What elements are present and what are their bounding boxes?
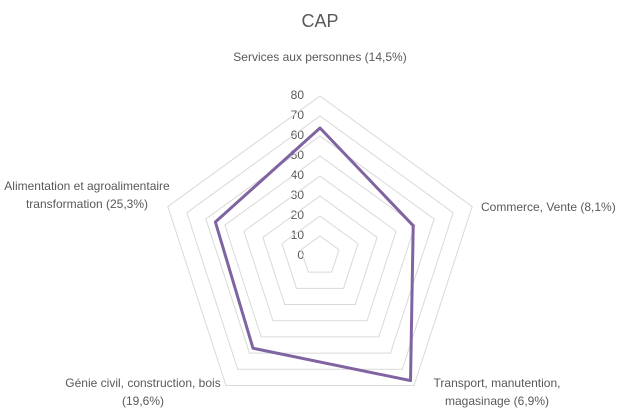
grid-line <box>243 175 397 322</box>
r-tick-label: 70 <box>291 108 305 122</box>
grid-line <box>262 195 378 306</box>
axis-label: Commerce, Vente (8,1%) <box>481 200 616 214</box>
axis-label: Génie civil, construction, bois (19,6%) <box>65 376 221 408</box>
grid-line <box>205 135 435 354</box>
r-tick-label: 10 <box>291 228 305 242</box>
grid-line <box>281 215 359 289</box>
r-tick-label: 80 <box>291 88 305 102</box>
grid-line <box>224 155 416 338</box>
axis-label: Transport, manutention, magasinage (6,9%… <box>433 376 561 408</box>
axis-label: Services aux personnes (14,5%) <box>233 50 407 64</box>
radar-line <box>213 126 415 383</box>
r-tick-label: 50 <box>291 148 305 162</box>
r-tick-label: 60 <box>291 128 305 142</box>
grid-line <box>167 95 473 386</box>
r-tick-label: 40 <box>291 168 305 182</box>
r-tick-label: 0 <box>297 248 304 262</box>
grid-line <box>300 235 340 273</box>
r-tick-label: 20 <box>291 208 305 222</box>
r-tick-label: 30 <box>291 188 305 202</box>
axis-label: Alimentation et agroalimentaire transfor… <box>4 179 170 211</box>
chart-title: CAP <box>301 11 338 31</box>
grid-line <box>186 115 454 370</box>
